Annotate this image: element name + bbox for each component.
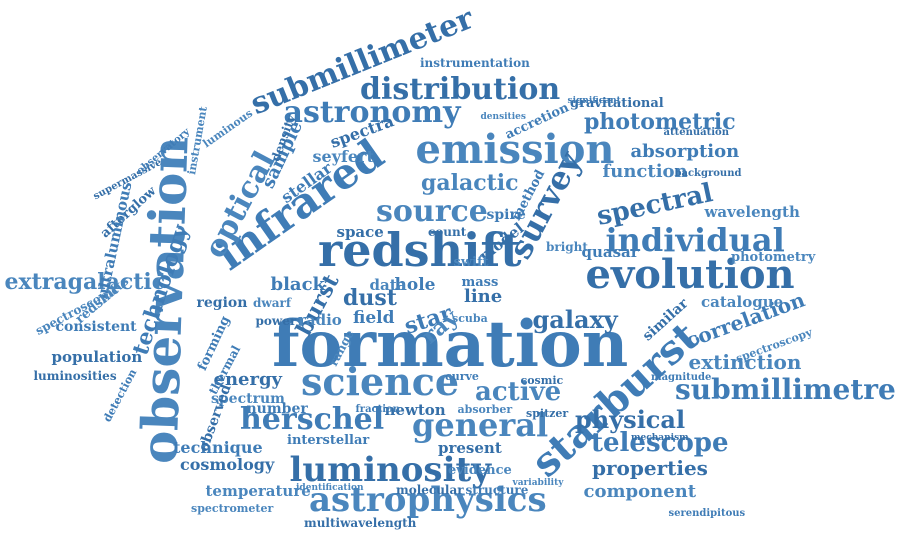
word-radio: radio (298, 310, 342, 329)
word-galactic: galactic (421, 170, 519, 196)
word-spire: spire (486, 207, 526, 223)
word-evidence: evidence (448, 462, 512, 478)
word-mechanism: mechanism (631, 432, 689, 443)
word-region: region (196, 295, 248, 311)
word-count: count (428, 225, 467, 239)
word-data: data (369, 275, 407, 294)
word-spectrometer: spectrometer (191, 501, 274, 515)
word-properties: properties (592, 456, 708, 480)
word-black: black (270, 274, 326, 295)
word-curve: curve (445, 369, 479, 383)
word-telescope: telescope (591, 428, 729, 458)
word-photometric: photometric (584, 109, 736, 135)
word-function: function (602, 161, 688, 182)
word-formation: formation (272, 307, 629, 382)
word-structure: structure (465, 483, 529, 497)
word-submillimetre: submillimetre (675, 373, 896, 406)
word-dwarf: dwarf (253, 296, 291, 310)
word-interstellar: interstellar (287, 432, 370, 448)
word-extinction: extinction (688, 350, 802, 374)
word-catalogue: catalogue (701, 292, 784, 311)
word-present: present (438, 438, 502, 457)
word-mass: mass (461, 274, 499, 290)
word-power: power (255, 314, 297, 328)
word-redshift: redshift (318, 223, 522, 277)
word-luminous: luminous (200, 106, 256, 150)
word-temperature: temperature (205, 481, 311, 500)
word-consistent: consistent (55, 319, 137, 335)
word-general: general (412, 406, 549, 444)
word-serendipitous: serendipitous (668, 508, 746, 519)
word-active: active (475, 377, 562, 407)
word-multiwavelength: multiwavelength (304, 516, 417, 530)
word-swift: swift (453, 254, 489, 270)
word-quasar: quasar (581, 242, 639, 261)
word-energy: energy (213, 369, 283, 390)
word-technique: technique (173, 438, 263, 457)
word-distribution: distribution (360, 72, 561, 107)
word-population: population (51, 347, 143, 366)
word-extragalactic: extragalactic (4, 269, 166, 295)
word-wavelength: wavelength (704, 202, 800, 221)
word-scuba: scuba (452, 311, 488, 325)
word-astronomy: astronomy (283, 95, 461, 130)
word-instrumentation: instrumentation (420, 56, 530, 70)
word-magnitude: magnitude (651, 372, 712, 383)
word-individual: individual (605, 221, 785, 259)
word-spectrum: spectrum (211, 391, 285, 407)
word-luminosities: luminosities (33, 369, 117, 383)
word-hole: hole (394, 274, 436, 295)
word-variability: variability (512, 477, 564, 488)
word-emission: emission (415, 126, 615, 173)
word-spitzer: spitzer (526, 406, 569, 420)
word-herschel: herschel (240, 402, 385, 437)
word-newton: newton (384, 400, 446, 419)
word-gravitational: gravitational (570, 95, 664, 111)
word-photometry: photometry (731, 249, 816, 265)
word-component: component (583, 481, 697, 502)
word-line: line (464, 286, 503, 307)
word-source: source (376, 194, 488, 229)
word-seyfert: seyfert (312, 147, 374, 166)
word-field: field (353, 307, 395, 328)
word-space: space (336, 222, 384, 241)
word-bright: bright (546, 240, 588, 254)
word-evolution: evolution (585, 251, 795, 298)
word-luminosity: luminosity (289, 450, 491, 490)
word-identification: identification (296, 482, 364, 493)
word-absorber: absorber (457, 402, 513, 416)
word-densities: densities (480, 111, 526, 122)
word-fraction: fraction (355, 404, 401, 415)
word-cosmic: cosmic (520, 373, 564, 387)
word-physical: physical (575, 405, 686, 434)
word-galaxy: galaxy (532, 305, 618, 334)
word-absorption: absorption (630, 141, 740, 162)
word-molecular: molecular (396, 483, 464, 497)
word-science: science (301, 359, 460, 404)
word-number: number (246, 401, 308, 417)
word-background: background (674, 168, 742, 179)
word-cosmology: cosmology (180, 455, 275, 474)
word-astrophysics: astrophysics (309, 480, 547, 520)
word-attenuation: attenuation (663, 127, 729, 138)
word-significant: significant (567, 95, 621, 106)
word-dust: dust (343, 285, 397, 311)
